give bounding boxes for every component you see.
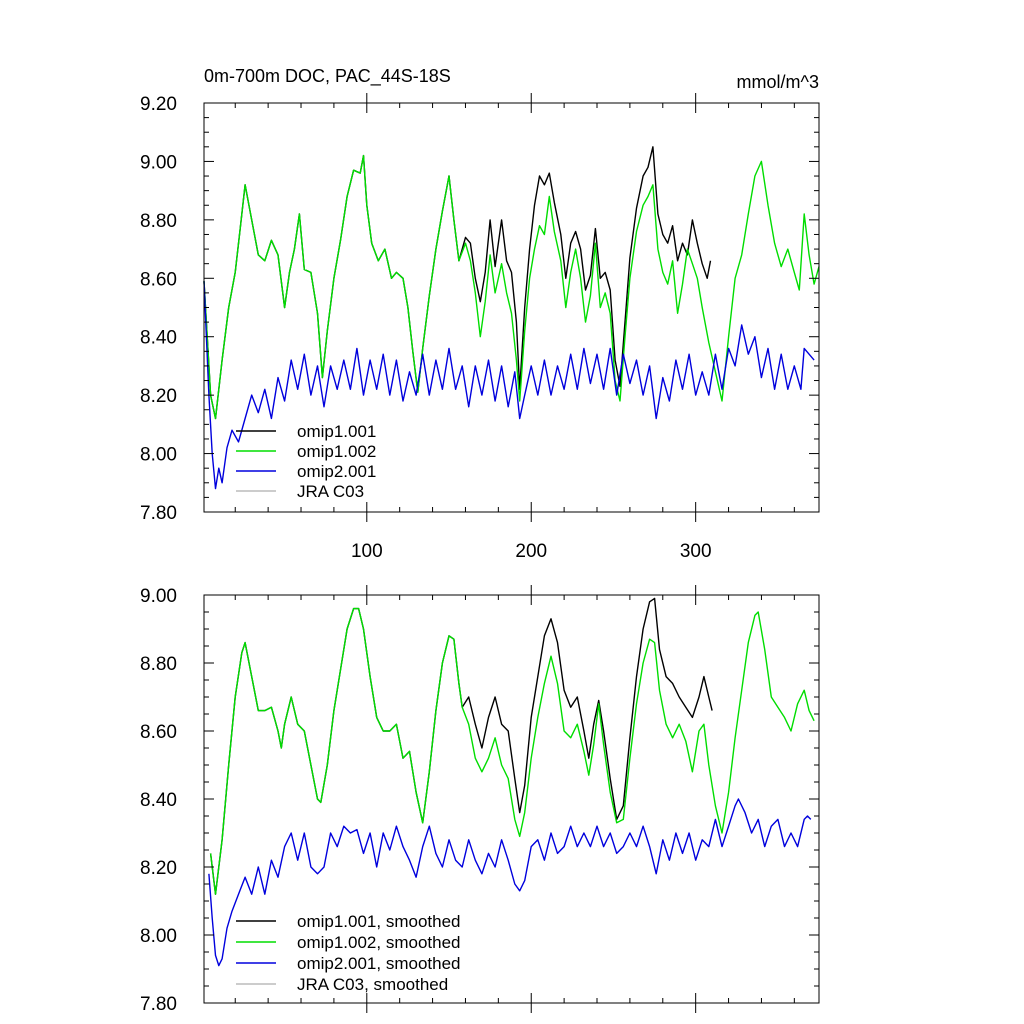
y-tick-label: 8.00	[140, 926, 177, 947]
top-axes: 7.80 8.00 8.20 8.40 8.60 8.80 9.00 9.20 100 200 30…	[140, 93, 819, 562]
y-tick-label: 8.20	[140, 858, 177, 879]
y-tick-label: 8.40	[140, 328, 177, 349]
legend-label: omip1.001	[297, 422, 376, 441]
y-tick-label: 8.80	[140, 211, 177, 232]
bottom-series-group	[208, 597, 815, 967]
chart-title: 0m-700m DOC, PAC_44S-18S	[204, 66, 451, 87]
bottom-legend: omip1.001, smoothed omip1.002, smoothed om…	[236, 912, 461, 994]
top-series-group	[203, 146, 820, 490]
top-plot-frame	[203, 102, 820, 513]
series-line-omip1-001	[203, 146, 712, 420]
y-tick-label: 9.00	[140, 152, 177, 173]
y-tick-label: 8.00	[140, 445, 177, 466]
y-tick-label: 8.60	[140, 722, 177, 743]
legend-label: JRA C03	[297, 482, 364, 501]
legend-label: JRA C03, smoothed	[297, 975, 448, 994]
legend-label: omip1.001, smoothed	[297, 912, 461, 931]
series-line-omip1-002-smoothed	[209, 607, 815, 895]
series-line-omip1-001-smoothed	[209, 597, 713, 895]
y-tick-label: 8.20	[140, 386, 177, 407]
x-tick-label: 100	[351, 541, 383, 562]
bottom-plot-frame	[203, 594, 820, 1004]
top-panel: 7.80 8.00 8.20 8.40 8.60 8.80 9.00 9.20 100 200 30…	[140, 93, 820, 562]
legend-label: omip2.001, smoothed	[297, 954, 461, 973]
bottom-panel: 7.80 8.00 8.20 8.40 8.60 8.80 9.00 omip1.001, …	[140, 585, 820, 1015]
x-tick-label: 200	[515, 541, 547, 562]
y-tick-label: 8.40	[140, 790, 177, 811]
series-line-omip2-001	[203, 281, 815, 490]
x-tick-label: 300	[680, 541, 712, 562]
y-tick-label: 8.80	[140, 654, 177, 675]
legend-label: omip1.002	[297, 442, 376, 461]
series-line-omip2-001-smoothed	[208, 798, 812, 967]
series-line-omip1-002	[203, 154, 820, 420]
y-tick-label: 9.20	[140, 94, 177, 115]
units-label: mmol/m^3	[737, 72, 819, 92]
y-tick-label: 7.80	[140, 503, 177, 524]
bottom-axes: 7.80 8.00 8.20 8.40 8.60 8.80 9.00	[140, 585, 819, 1015]
legend-label: omip1.002, smoothed	[297, 933, 461, 952]
y-tick-label: 9.00	[140, 586, 177, 607]
y-tick-label: 8.60	[140, 269, 177, 290]
legend-label: omip2.001	[297, 462, 376, 481]
y-tick-label: 7.80	[140, 994, 177, 1015]
